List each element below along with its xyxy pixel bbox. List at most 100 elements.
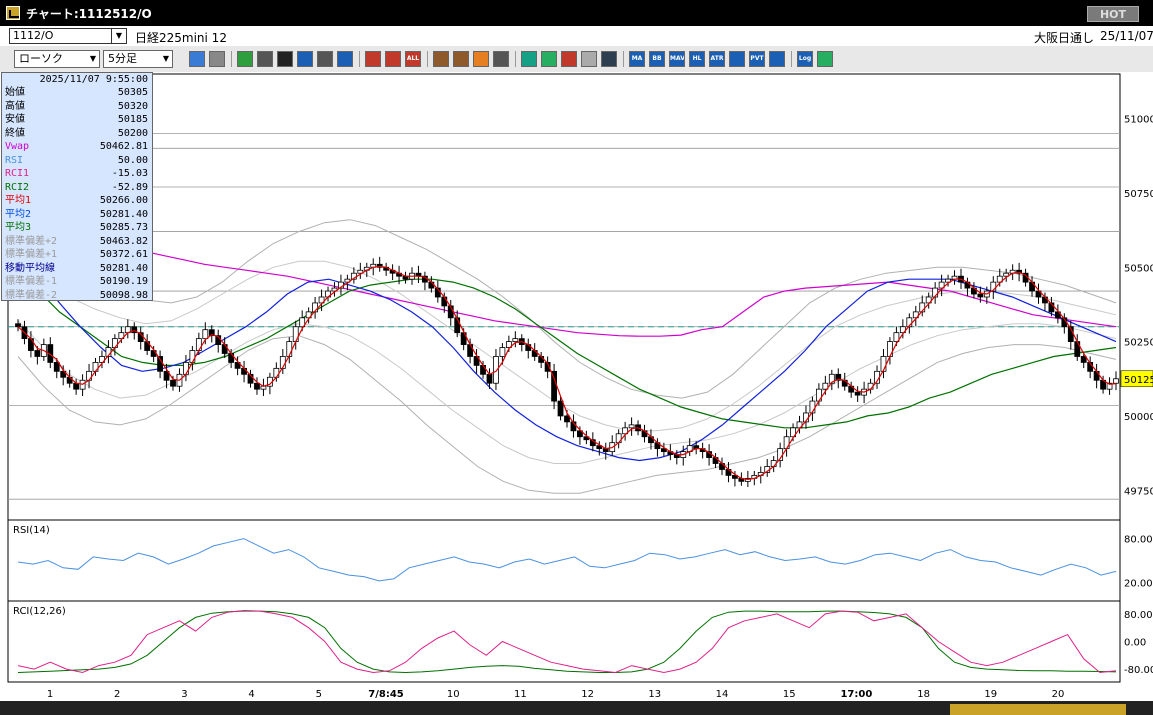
toolbar-separator: [791, 51, 792, 67]
x-axis-label: 19: [984, 689, 997, 700]
info-row: 高値 50320: [5, 100, 150, 113]
cursor-icon[interactable]: [277, 51, 293, 67]
candle-body: [428, 281, 435, 289]
all-icon[interactable]: ALL: [405, 51, 421, 67]
interval-select[interactable]: 5分足 ▼: [103, 50, 173, 68]
ma-icon[interactable]: MA: [629, 51, 645, 67]
candle-body: [480, 364, 486, 375]
chevron-down-icon: ▼: [162, 54, 169, 63]
candle-body: [828, 373, 835, 384]
hot-button[interactable]: HOT: [1087, 6, 1139, 22]
candle2-icon[interactable]: [385, 51, 401, 67]
crosshair-icon[interactable]: [209, 51, 225, 67]
info-value: 50305: [117, 87, 148, 98]
color-icon[interactable]: [473, 51, 489, 67]
print-icon[interactable]: [317, 51, 333, 67]
info-label: RCI1: [5, 168, 30, 179]
info-row: 平均3 50285.73: [5, 221, 150, 234]
info-row: 安値 50185: [5, 113, 150, 126]
price-tick-label: 50000: [1124, 412, 1153, 423]
x-axis-label: 15: [783, 689, 796, 700]
candle-body: [1042, 296, 1048, 304]
candle-body: [1080, 356, 1087, 363]
session-label: 大阪日通し: [1034, 31, 1095, 45]
find-icon[interactable]: [521, 51, 537, 67]
print2-icon[interactable]: [493, 51, 509, 67]
data-window: 2025/11/07 9:55:00 始値 50305 高値 50320 安値 50185…: [1, 72, 153, 301]
info-label: 標準偏差-2: [5, 289, 58, 301]
candle-body: [131, 326, 138, 334]
x-axis-label: 3: [181, 689, 187, 700]
candle-body: [1093, 370, 1100, 381]
rci-tick-label: -80.00: [1124, 665, 1153, 676]
info-label: 平均1: [5, 195, 32, 206]
log-icon[interactable]: Log: [797, 51, 813, 67]
pivot-icon[interactable]: [729, 51, 745, 67]
candle-body: [938, 281, 945, 289]
rci-tick-label: 0.00: [1124, 638, 1146, 649]
tool-icon[interactable]: [453, 51, 469, 67]
search-icon[interactable]: [189, 51, 205, 67]
pvt-icon[interactable]: PVT: [749, 51, 765, 67]
line-icon[interactable]: [257, 51, 273, 67]
info-row: 標準偏差-2 50098.98: [5, 289, 150, 302]
candle-body: [551, 370, 557, 402]
info-label: RCI2: [5, 181, 30, 193]
session-date: 25/11/07: [1100, 29, 1153, 43]
disabled-icon[interactable]: [581, 51, 597, 67]
candle-body: [163, 370, 170, 381]
info-label: RSI: [5, 154, 24, 166]
candle-body: [557, 400, 564, 417]
candle-body: [945, 278, 951, 283]
candle-body: [1003, 272, 1010, 277]
candle-body: [86, 370, 92, 381]
chart-background: [0, 72, 1153, 715]
candle-body: [73, 382, 80, 390]
info-value: 50266.00: [99, 195, 148, 206]
pen-icon[interactable]: [237, 51, 253, 67]
market-name: 日経225mini 12: [135, 31, 227, 45]
candle-icon[interactable]: [365, 51, 381, 67]
candle-body: [357, 269, 364, 274]
current-price-label: 50125: [1124, 375, 1153, 386]
mavg-icon[interactable]: MAVE: [669, 51, 685, 67]
hl-icon[interactable]: HL: [689, 51, 705, 67]
chart-icon[interactable]: [541, 51, 557, 67]
bb-icon[interactable]: BB: [649, 51, 665, 67]
trash-icon[interactable]: [337, 51, 353, 67]
candle-body: [53, 362, 60, 372]
price-tick-label: 51000: [1124, 115, 1153, 126]
ma3-line: [17, 272, 1117, 429]
box-icon[interactable]: [769, 51, 785, 67]
candle-body: [660, 448, 667, 453]
candle-body: [996, 275, 1003, 283]
chevron-down-icon[interactable]: ▼: [111, 29, 126, 43]
x-axis-label: 11: [514, 689, 527, 700]
candle-body: [577, 430, 583, 438]
candle-body: [1113, 378, 1119, 384]
bollinger-upper2-line: [17, 219, 1117, 399]
table-icon[interactable]: [601, 51, 617, 67]
info-label: 終値: [5, 127, 25, 139]
window-title: チャート:1112512/O: [26, 7, 152, 21]
candle-body: [977, 293, 984, 298]
candle-body: [512, 338, 519, 343]
scroll-thumb[interactable]: [950, 704, 1126, 715]
candle-body: [467, 344, 474, 357]
wrench-icon[interactable]: [433, 51, 449, 67]
undo-icon[interactable]: [297, 51, 313, 67]
candle-body: [195, 338, 202, 351]
chart-type-value: ローソク: [19, 52, 63, 65]
ma1-line: [17, 265, 1117, 481]
candle-body: [241, 367, 247, 375]
export-icon[interactable]: [817, 51, 833, 67]
chart-type-select[interactable]: ローソク ▼: [14, 50, 100, 68]
rci2-line: [17, 610, 1117, 674]
symbol-select[interactable]: 1112/O ▼: [9, 28, 127, 44]
delete-icon[interactable]: [561, 51, 577, 67]
info-row: RCI2 -52.89: [5, 181, 150, 194]
info-label: 平均2: [5, 208, 32, 220]
chart-canvas[interactable]: 51000 50750 50500 50250 50000 49750 50125 RSI(1…: [0, 72, 1153, 715]
atr-icon[interactable]: ATR: [709, 51, 725, 67]
interval-value: 5分足: [108, 52, 137, 65]
